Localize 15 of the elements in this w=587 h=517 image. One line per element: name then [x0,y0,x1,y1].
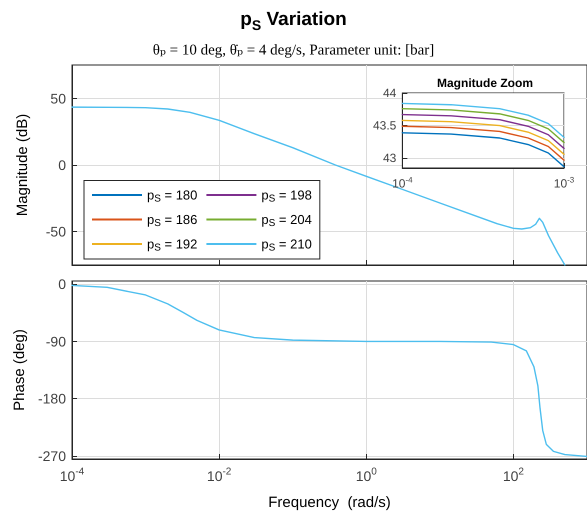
y-tick-label: -270 [38,448,66,464]
y-tick-label: 0 [58,276,66,292]
y-axis-title: Phase (deg) [11,329,28,411]
y-tick-label: 43.5 [372,118,397,133]
y-tick-label: -180 [38,390,66,407]
y-tick-label: 43 [382,151,397,166]
chart-subtitle: θₚ = 10 deg, θ̇ₚ = 4 deg/s, Parameter unit: [bar] [152,42,434,58]
y-tick-label: -50 [46,224,66,240]
chart-title: Magnitude Zoom [437,76,533,90]
y-tick-label: 50 [50,90,66,106]
y-tick-label: 0 [58,157,66,173]
y-tick-label: 44 [382,86,397,100]
x-axis-title: Frequency (rad/s) [268,494,391,511]
y-axis-title: Magnitude (dB) [14,114,31,216]
y-tick-label: -90 [46,333,66,350]
